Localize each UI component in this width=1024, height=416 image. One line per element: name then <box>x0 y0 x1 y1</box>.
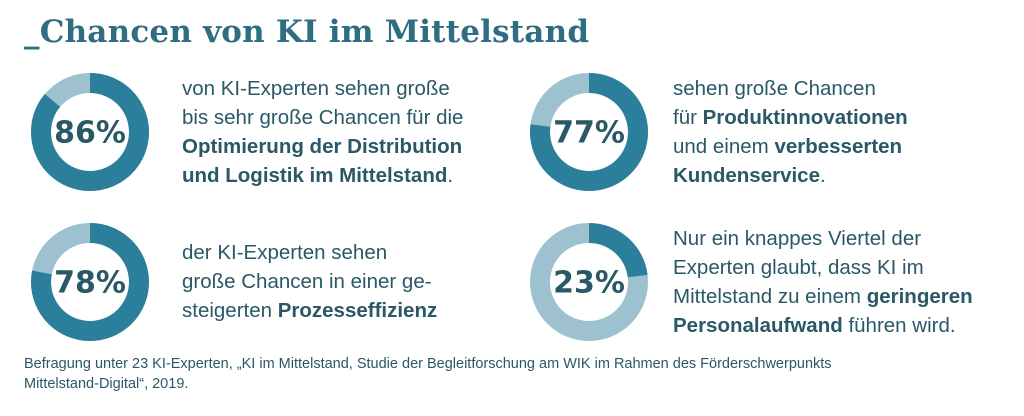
description-line: von KI-Experten sehen große <box>182 74 463 103</box>
stat-description-3: der KI-Experten sehen große Chancen in ei… <box>182 238 437 325</box>
stat-description-1: von KI-Experten sehen große bis sehr groß… <box>182 74 463 190</box>
description-text: . <box>447 164 454 187</box>
description-text: steigerten <box>182 299 278 322</box>
description-line: Experten glaubt, dass KI im <box>673 253 973 282</box>
source-note: Befragung unter 23 KI-Experten, „KI im M… <box>24 354 832 394</box>
description-text: . <box>819 164 826 187</box>
donut-value-arc <box>530 73 648 191</box>
highlight-text: Prozesseffizienz <box>277 299 438 322</box>
donut-chart-1: 86% <box>30 72 150 192</box>
percentage-label: 78% <box>54 266 126 301</box>
highlight-text: verbesserten <box>774 135 903 158</box>
percentage-label: 23% <box>553 266 625 301</box>
description-line: und Logistik im Mittelstand. <box>182 161 463 190</box>
description-text: Mittelstand zu einem <box>673 285 867 308</box>
highlight-text: Kundenservice <box>673 164 820 187</box>
description-text: von KI-Experten sehen große <box>182 77 450 100</box>
description-line: bis sehr große Chancen für die <box>182 103 463 132</box>
description-text: Nur ein knappes Viertel der <box>673 227 922 250</box>
description-line: Optimierung der Distribution <box>182 132 463 161</box>
stat-description-2: sehen große Chancen für Produktinnovation… <box>673 74 908 190</box>
description-text: führen wird. <box>842 314 956 337</box>
description-line: Nur ein knappes Viertel der <box>673 224 973 253</box>
donut-svg-3: 78% <box>31 223 149 341</box>
description-text: und einem <box>673 135 775 158</box>
description-text: der KI-Experten sehen <box>182 241 388 264</box>
description-line: sehen große Chancen <box>673 74 908 103</box>
source-line-2: Mittelstand-Digital“, 2019. <box>24 376 189 392</box>
donut-svg-2: 77% <box>530 73 648 191</box>
donut-value-arc <box>31 223 149 341</box>
description-line: der KI-Experten sehen <box>182 238 437 267</box>
description-line: für Produktinnovationen <box>673 103 908 132</box>
highlight-text: geringeren <box>866 285 973 308</box>
description-text: sehen große Chancen <box>673 77 876 100</box>
donut-svg-4: 23% <box>530 223 648 341</box>
description-line: und einem verbesserten <box>673 132 908 161</box>
highlight-text: und Logistik im Mittelstand <box>182 164 448 187</box>
donut-value-arc <box>31 73 149 191</box>
highlight-text: Produktinnovationen <box>702 106 908 129</box>
description-text: bis sehr große Chancen für die <box>182 106 464 129</box>
description-line: Mittelstand zu einem geringeren <box>673 282 973 311</box>
description-text: Experten glaubt, dass KI im <box>673 256 924 279</box>
description-line: Kundenservice. <box>673 161 908 190</box>
description-line: steigerten Prozesseffizienz <box>182 296 437 325</box>
source-line-1: Befragung unter 23 KI-Experten, „KI im M… <box>24 356 832 372</box>
percentage-label: 77% <box>553 116 625 151</box>
stat-description-4: Nur ein knappes Viertel der Experten glau… <box>673 224 973 340</box>
donut-chart-3: 78% <box>30 222 150 342</box>
description-text: für <box>673 106 703 129</box>
donut-value-arc <box>530 223 648 341</box>
description-line: große Chancen in einer ge- <box>182 267 437 296</box>
description-line: Personalaufwand führen wird. <box>673 311 973 340</box>
page-title: _Chancen von KI im Mittelstand <box>24 14 590 50</box>
donut-chart-2: 77% <box>529 72 649 192</box>
description-text: große Chancen in einer ge- <box>182 270 432 293</box>
donut-chart-4: 23% <box>529 222 649 342</box>
donut-svg-1: 86% <box>31 73 149 191</box>
highlight-text: Optimierung der Distribution <box>182 135 463 158</box>
highlight-text: Personalaufwand <box>673 314 843 337</box>
percentage-label: 86% <box>54 116 126 151</box>
